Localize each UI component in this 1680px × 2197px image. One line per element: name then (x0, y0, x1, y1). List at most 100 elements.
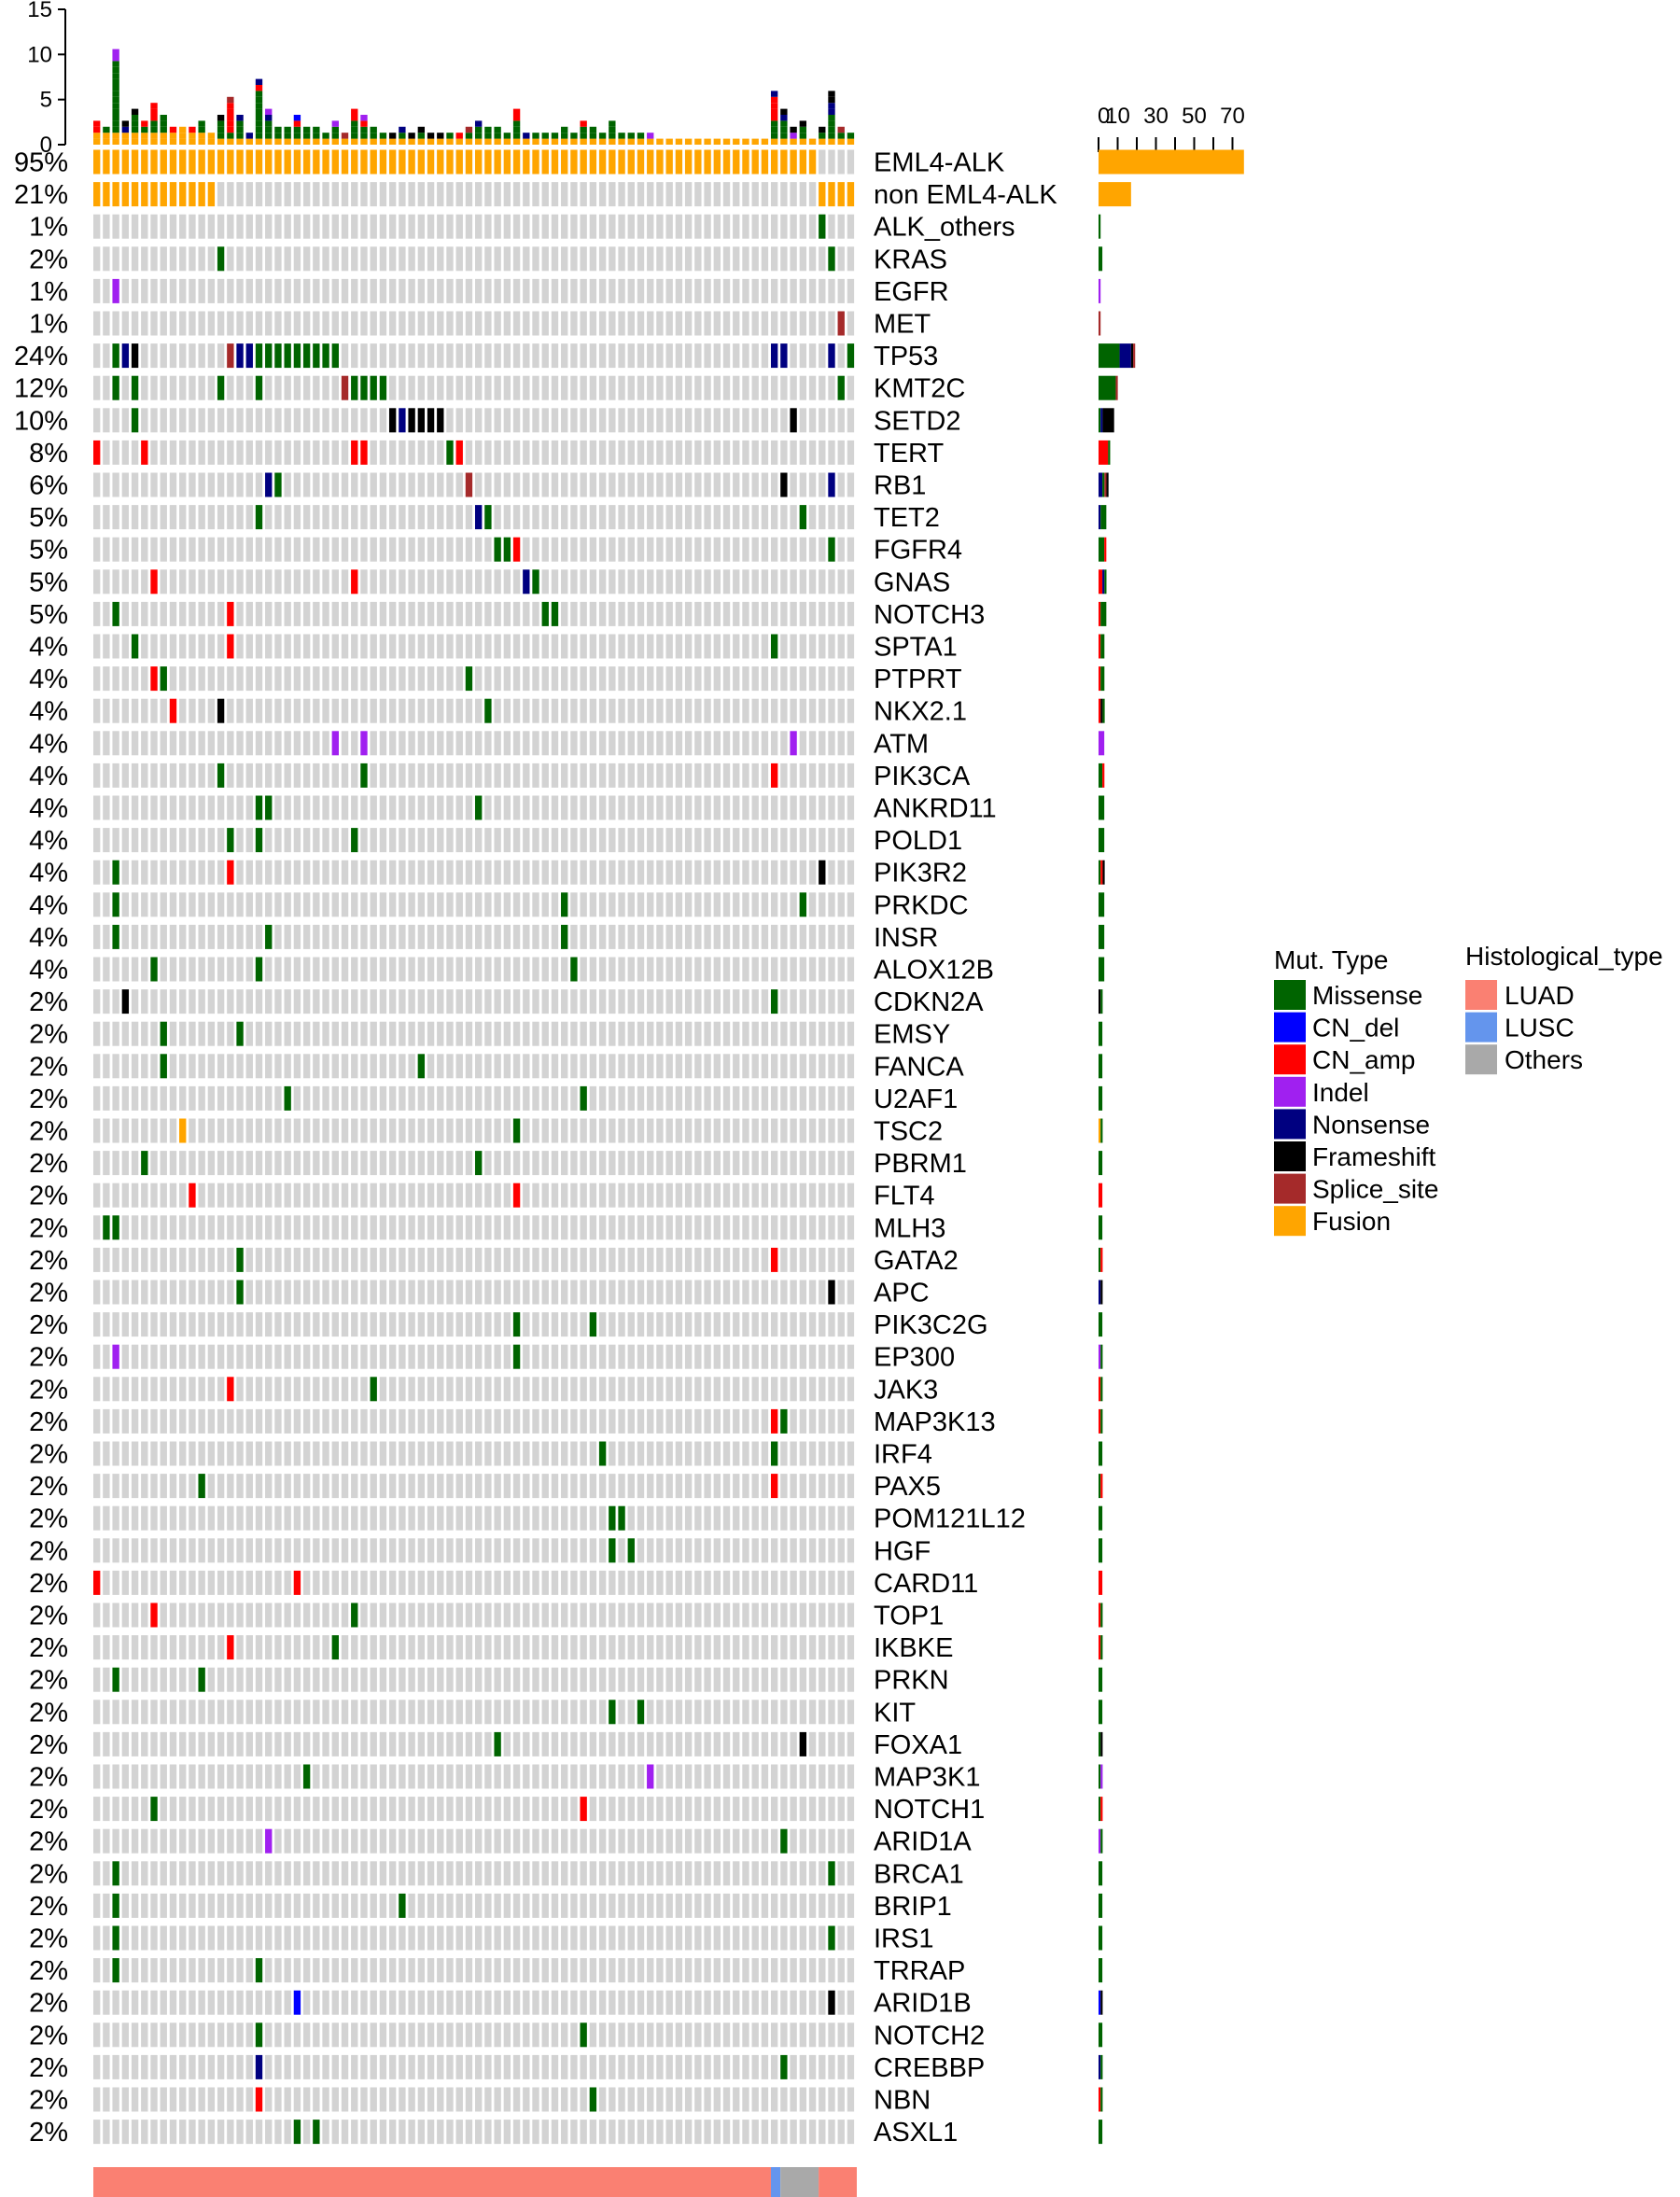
empty-cell (360, 1118, 368, 1143)
empty-cell (302, 1538, 311, 1563)
empty-cell (494, 375, 501, 400)
empty-cell (446, 731, 454, 756)
empty-cell (313, 1474, 320, 1499)
empty-cell (541, 1700, 549, 1725)
empty-cell (293, 1797, 301, 1822)
empty-cell (609, 1667, 616, 1692)
empty-cell (684, 924, 693, 949)
empty-cell (751, 860, 759, 885)
empty-cell (819, 1861, 826, 1886)
empty-cell (360, 1570, 368, 1595)
empty-cell (780, 1925, 788, 1951)
empty-cell (437, 763, 444, 788)
empty-cell (341, 408, 349, 433)
empty-cell (675, 1505, 683, 1531)
empty-cell (551, 763, 559, 788)
empty-cell (675, 1700, 683, 1725)
empty-cell (465, 1312, 473, 1337)
empty-cell (189, 1602, 196, 1628)
empty-cell (733, 1215, 740, 1240)
empty-cell (103, 1505, 110, 1531)
empty-cell (675, 1441, 683, 1466)
empty-cell (503, 246, 511, 272)
mutation-cell (236, 1247, 244, 1272)
top-axis-tick-label: 10 (27, 42, 52, 67)
empty-cell (847, 472, 855, 497)
empty-cell (284, 1215, 291, 1240)
empty-cell (733, 1182, 740, 1208)
empty-cell (408, 1925, 415, 1951)
empty-cell (465, 1958, 473, 1983)
empty-cell (503, 1247, 511, 1272)
empty-cell (512, 505, 521, 530)
empty-cell (684, 1377, 693, 1402)
empty-cell (532, 472, 539, 497)
empty-cell (609, 1408, 616, 1434)
empty-cell (351, 1667, 358, 1692)
empty-cell (427, 246, 435, 272)
empty-cell (322, 1667, 329, 1692)
empty-cell (828, 278, 835, 303)
empty-cell (484, 440, 492, 465)
empty-cell (684, 601, 693, 626)
empty-cell (570, 634, 578, 659)
mutation-cell (370, 1377, 377, 1402)
empty-cell (131, 1925, 139, 1951)
empty-cell (388, 311, 397, 336)
empty-cell (609, 569, 616, 595)
empty-cell (417, 569, 426, 595)
empty-cell (580, 214, 587, 239)
empty-cell (351, 989, 358, 1015)
empty-cell (484, 666, 492, 692)
empty-cell (790, 1312, 797, 1337)
mutation-cell (532, 569, 539, 595)
empty-cell (255, 1312, 263, 1337)
empty-cell (189, 1797, 196, 1822)
empty-cell (561, 408, 568, 433)
empty-cell (751, 569, 759, 595)
empty-cell (189, 1408, 196, 1434)
empty-cell (684, 1505, 693, 1531)
empty-cell (284, 1602, 291, 1628)
empty-cell (255, 1280, 263, 1305)
empty-cell (465, 408, 473, 433)
empty-cell (293, 1085, 301, 1111)
empty-cell (598, 537, 607, 562)
empty-cell (388, 828, 397, 853)
empty-cell (694, 343, 702, 369)
empty-cell (265, 1797, 273, 1822)
empty-cell (761, 892, 769, 917)
empty-cell (322, 1797, 329, 1822)
top-axis-tick-label: 5 (40, 88, 52, 113)
empty-cell (207, 1247, 216, 1272)
mutation-cell (360, 149, 368, 175)
empty-cell (694, 957, 702, 982)
empty-cell (647, 1085, 654, 1111)
sample-count-bar (580, 120, 587, 127)
empty-cell (637, 1441, 645, 1466)
empty-cell (484, 1667, 492, 1692)
empty-cell (751, 731, 759, 756)
empty-cell (819, 698, 826, 723)
empty-cell (541, 1893, 549, 1918)
empty-cell (523, 989, 530, 1015)
empty-cell (790, 278, 797, 303)
empty-cell (388, 1828, 397, 1854)
empty-cell (484, 182, 492, 207)
empty-cell (704, 1021, 711, 1046)
empty-cell (722, 666, 731, 692)
empty-cell (399, 731, 406, 756)
empty-cell (570, 505, 578, 530)
empty-cell (302, 1635, 311, 1660)
empty-cell (532, 1731, 539, 1756)
empty-cell (790, 666, 797, 692)
empty-cell (189, 1731, 196, 1756)
empty-cell (446, 1990, 454, 2015)
empty-cell (808, 1893, 817, 1918)
empty-cell (417, 472, 426, 497)
empty-cell (580, 892, 587, 917)
empty-cell (417, 1635, 426, 1660)
empty-cell (112, 634, 119, 659)
empty-cell (302, 1925, 311, 1951)
empty-cell (207, 505, 216, 530)
